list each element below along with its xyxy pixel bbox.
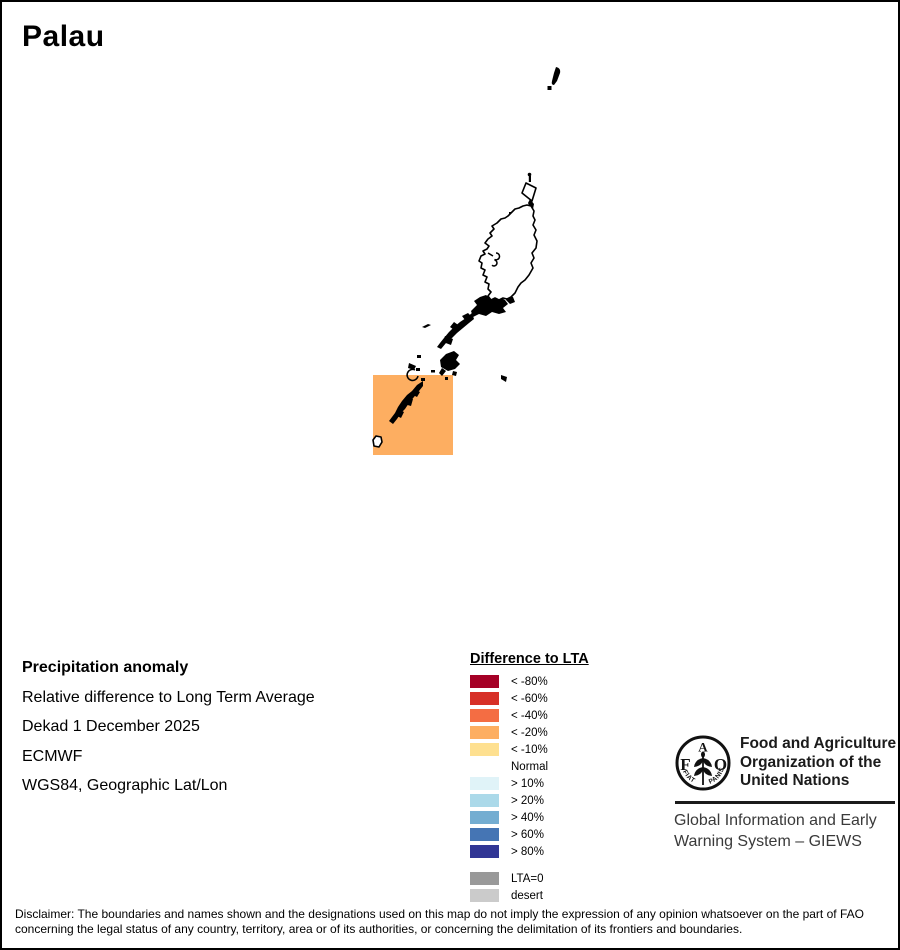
legend-label: < -60% xyxy=(511,692,548,705)
legend-item: < -10% xyxy=(470,741,589,758)
legend-swatch xyxy=(470,889,499,902)
legend-label: > 60% xyxy=(511,828,544,841)
legend-label: desert xyxy=(511,889,543,902)
legend-swatch xyxy=(470,828,499,841)
fao-logo: A F O FIAT PANIS xyxy=(675,735,731,791)
legend-item: > 80% xyxy=(470,843,589,860)
legend-item: desert xyxy=(470,887,589,904)
legend-swatch xyxy=(470,692,499,705)
island-ngarchelong-diamond xyxy=(521,182,537,202)
disclaimer-text: Disclaimer: The boundaries and names sho… xyxy=(15,907,864,936)
fao-org-line2: Organization of the xyxy=(740,753,882,771)
island-angaur xyxy=(372,435,383,448)
legend-swatch xyxy=(470,872,499,885)
legend-item: > 20% xyxy=(470,792,589,809)
fao-org-line3: United Nations xyxy=(740,772,850,789)
legend-item: < -40% xyxy=(470,707,589,724)
island-kayangel-islet xyxy=(547,86,552,90)
legend-label: LTA=0 xyxy=(511,872,544,885)
page-title: Palau xyxy=(22,20,105,53)
legend-label: < -80% xyxy=(511,675,548,688)
info-source: ECMWF xyxy=(22,747,83,765)
rock-island-cluster-2 xyxy=(440,351,460,371)
legend-swatch xyxy=(470,675,499,688)
fao-divider xyxy=(675,801,895,804)
fao-logo-letter-f: F xyxy=(680,755,690,774)
legend-title: Difference to LTA xyxy=(470,651,589,667)
legend-swatch xyxy=(470,743,499,756)
info-subtitle: Relative difference to Long Term Average xyxy=(22,688,315,706)
fao-logo-letter-o: O xyxy=(714,755,727,774)
legend: Difference to LTA < -80% < -60% < -40% <… xyxy=(470,651,589,904)
island-interior-marks xyxy=(406,252,501,382)
outlined-islands xyxy=(372,182,538,448)
legend-item: Normal xyxy=(470,758,589,775)
legend-swatch xyxy=(470,811,499,824)
legend-label: > 20% xyxy=(511,794,544,807)
legend-swatch xyxy=(470,760,499,773)
legend-swatch xyxy=(470,794,499,807)
island-babeldaob xyxy=(478,204,538,301)
legend-item: < -80% xyxy=(470,673,589,690)
legend-label: Normal xyxy=(511,760,549,773)
map-info-block: Precipitation anomaly Relative differenc… xyxy=(22,653,315,801)
anomaly-grid-cell xyxy=(373,375,453,455)
giews-name: Global Information and Early Warning Sys… xyxy=(674,810,877,852)
legend-item: LTA=0 xyxy=(470,870,589,887)
legend-item: > 10% xyxy=(470,775,589,792)
legend-label: > 80% xyxy=(511,845,544,858)
island-kayangel xyxy=(551,67,561,85)
legend-label: < -10% xyxy=(511,743,548,756)
legend-swatch xyxy=(470,777,499,790)
rock-island-chain xyxy=(437,313,474,349)
legend-item: < -20% xyxy=(470,724,589,741)
fao-logo-letter-a: A xyxy=(698,740,708,755)
island-north-tip-stem xyxy=(528,176,531,182)
legend-swatch xyxy=(470,845,499,858)
fao-org-name: Food and Agriculture Organization of the… xyxy=(740,735,896,791)
info-dekad: Dekad 1 December 2025 xyxy=(22,718,200,735)
fao-logo-wheat xyxy=(694,751,712,785)
legend-label: < -20% xyxy=(511,726,548,739)
island-north-tip xyxy=(527,172,532,177)
legend-label: > 40% xyxy=(511,811,544,824)
islet-west-dash xyxy=(422,324,431,328)
legend-label: > 10% xyxy=(511,777,544,790)
info-projection: WGS84, Geographic Lat/Lon xyxy=(22,777,228,794)
legend-item: > 40% xyxy=(470,809,589,826)
legend-label: < -40% xyxy=(511,709,548,722)
fao-org-line1: Food and Agriculture xyxy=(740,735,897,752)
legend-item: < -60% xyxy=(470,690,589,707)
giews-line1: Global Information and Early xyxy=(674,812,877,829)
giews-line2: Warning System – GIEWS xyxy=(674,833,862,850)
info-title: Precipitation anomaly xyxy=(22,659,189,676)
legend-swatch xyxy=(470,709,499,722)
legend-item: > 60% xyxy=(470,826,589,843)
legend-swatch xyxy=(470,726,499,739)
